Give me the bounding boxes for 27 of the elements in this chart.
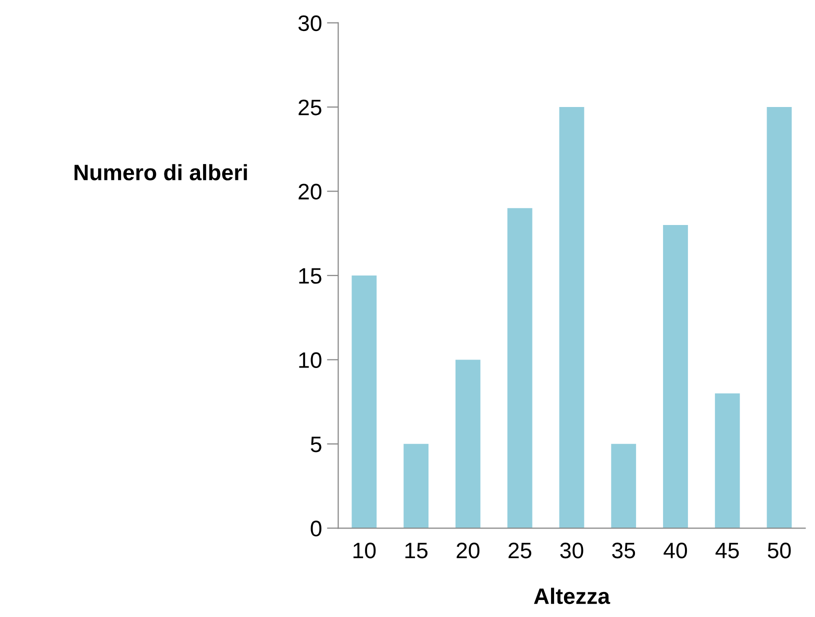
bar xyxy=(404,444,429,528)
y-tick-label: 20 xyxy=(298,184,322,200)
x-tick-label: 50 xyxy=(768,542,791,558)
x-tick-label: 15 xyxy=(405,542,428,558)
y-axis-title: Numero di alberi xyxy=(74,164,247,180)
x-tick-label: 30 xyxy=(560,542,584,558)
x-tick-label: 35 xyxy=(612,542,636,558)
x-tick-label: 45 xyxy=(716,542,739,558)
y-tick-label: 5 xyxy=(310,436,322,452)
bar xyxy=(559,107,584,528)
bar xyxy=(455,360,480,528)
bar xyxy=(663,224,688,528)
x-axis-title: Altezza xyxy=(534,588,610,604)
bar xyxy=(507,208,532,528)
bar xyxy=(714,393,740,528)
x-tick-label: 25 xyxy=(508,542,532,558)
bar xyxy=(611,444,636,528)
bar xyxy=(352,275,377,528)
y-tick-label: 15 xyxy=(299,268,322,284)
x-tick-label: 40 xyxy=(664,542,687,558)
y-tick-label: 25 xyxy=(298,100,322,116)
bar xyxy=(766,107,792,528)
y-tick-label: 0 xyxy=(310,520,322,536)
x-tick-label: 20 xyxy=(456,542,480,558)
y-tick-label: 10 xyxy=(299,352,322,368)
x-tick-label: 10 xyxy=(354,542,376,558)
y-tick-label: 30 xyxy=(298,15,322,32)
